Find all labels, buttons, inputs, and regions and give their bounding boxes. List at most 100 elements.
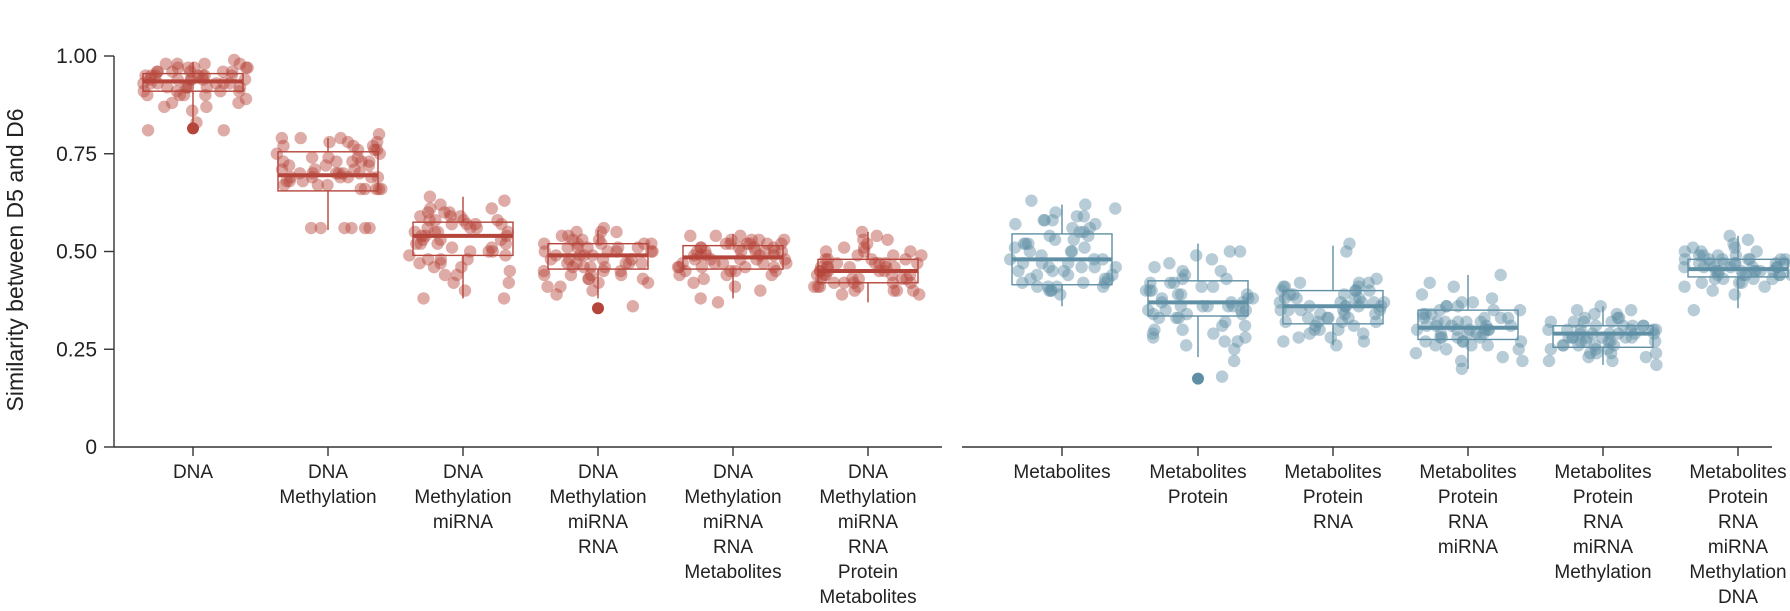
data-point <box>1728 257 1741 270</box>
data-point <box>413 257 426 270</box>
data-point <box>1607 339 1621 352</box>
data-point <box>198 69 211 82</box>
data-point <box>1501 311 1515 325</box>
data-point <box>322 151 335 164</box>
iqr-box <box>1417 309 1519 341</box>
data-point <box>277 139 290 153</box>
data-point <box>1044 284 1057 297</box>
data-point <box>362 159 376 172</box>
data-point <box>1678 245 1692 258</box>
category-label-line: Protein <box>1438 487 1498 508</box>
data-point <box>283 174 296 188</box>
data-point <box>458 284 472 297</box>
data-point <box>582 272 595 286</box>
data-point <box>1496 350 1509 364</box>
data-point <box>1078 241 1091 254</box>
data-point <box>1215 370 1229 383</box>
data-point <box>1163 257 1176 270</box>
data-point <box>1473 331 1487 344</box>
data-point <box>1423 276 1436 289</box>
data-point <box>1235 307 1249 321</box>
data-point <box>447 276 460 289</box>
data-point <box>1456 335 1470 348</box>
data-point <box>171 57 184 71</box>
data-point <box>159 57 173 71</box>
data-point <box>1570 303 1584 317</box>
data-point <box>1602 335 1615 348</box>
data-point <box>1337 288 1351 301</box>
axes: 0 0.25 0.50 0.75 1.00 <box>56 45 1772 459</box>
data-point <box>141 124 155 137</box>
y-tick-label: 0.75 <box>56 143 97 166</box>
data-point <box>1064 245 1078 258</box>
data-point <box>1176 323 1189 336</box>
data-point <box>1048 233 1062 246</box>
data-point <box>1649 346 1663 360</box>
data-point <box>330 155 343 168</box>
data-point <box>444 210 457 223</box>
data-point <box>1057 264 1071 278</box>
data-point <box>646 245 659 258</box>
data-point <box>1167 276 1181 289</box>
category-label-line: Metabolites <box>819 587 916 608</box>
data-point <box>470 221 483 235</box>
data-point <box>423 190 437 203</box>
data-point <box>631 241 645 254</box>
data-point <box>1352 276 1366 289</box>
data-point <box>577 260 590 274</box>
y-tick-label: 0 <box>85 436 97 459</box>
data-point <box>1042 260 1056 274</box>
data-point <box>1190 249 1203 262</box>
data-point <box>1613 311 1626 325</box>
data-point <box>1176 264 1189 278</box>
data-point <box>597 264 610 278</box>
data-point <box>813 280 827 293</box>
data-point <box>1180 307 1193 321</box>
data-point <box>598 260 611 274</box>
data-point <box>1287 288 1300 301</box>
data-point <box>217 124 230 137</box>
data-point <box>1218 335 1231 348</box>
data-point <box>846 272 859 286</box>
data-point <box>1049 206 1062 219</box>
data-point <box>1179 339 1193 352</box>
data-point <box>1101 272 1115 286</box>
category-label-line: Methylation <box>414 487 511 508</box>
data-point <box>341 135 355 149</box>
data-point <box>354 182 368 196</box>
data-point <box>1460 315 1473 329</box>
data-point <box>673 268 686 282</box>
category-labels: DNA DNA Methylation DNA Methylation miRNA DNA M… <box>173 462 1787 608</box>
data-point <box>1417 311 1431 325</box>
data-point <box>1019 237 1033 250</box>
data-point <box>1278 292 1292 305</box>
data-point <box>1369 307 1382 321</box>
data-point <box>561 241 574 254</box>
data-point <box>497 292 511 305</box>
data-point <box>438 268 452 282</box>
data-point <box>502 276 515 289</box>
data-point <box>857 245 871 258</box>
data-point <box>745 233 758 246</box>
data-point <box>370 182 383 196</box>
data-point <box>275 131 289 145</box>
data-point <box>427 260 441 274</box>
data-point <box>346 155 359 168</box>
data-point <box>911 257 924 270</box>
category-label-line: Methylation <box>279 487 376 508</box>
data-point <box>321 178 334 192</box>
data-point <box>351 143 365 157</box>
data-point <box>1451 300 1465 313</box>
data-point <box>1139 284 1153 297</box>
data-point <box>879 257 892 270</box>
data-point <box>1008 241 1022 254</box>
data-point <box>1694 245 1708 258</box>
data-point <box>1574 335 1587 348</box>
data-point <box>711 296 725 309</box>
data-point <box>499 237 513 250</box>
data-point <box>1022 237 1035 250</box>
data-point <box>1146 327 1160 340</box>
data-point <box>699 245 712 258</box>
category-label-line: Protein <box>838 562 898 583</box>
data-point <box>1485 292 1499 305</box>
